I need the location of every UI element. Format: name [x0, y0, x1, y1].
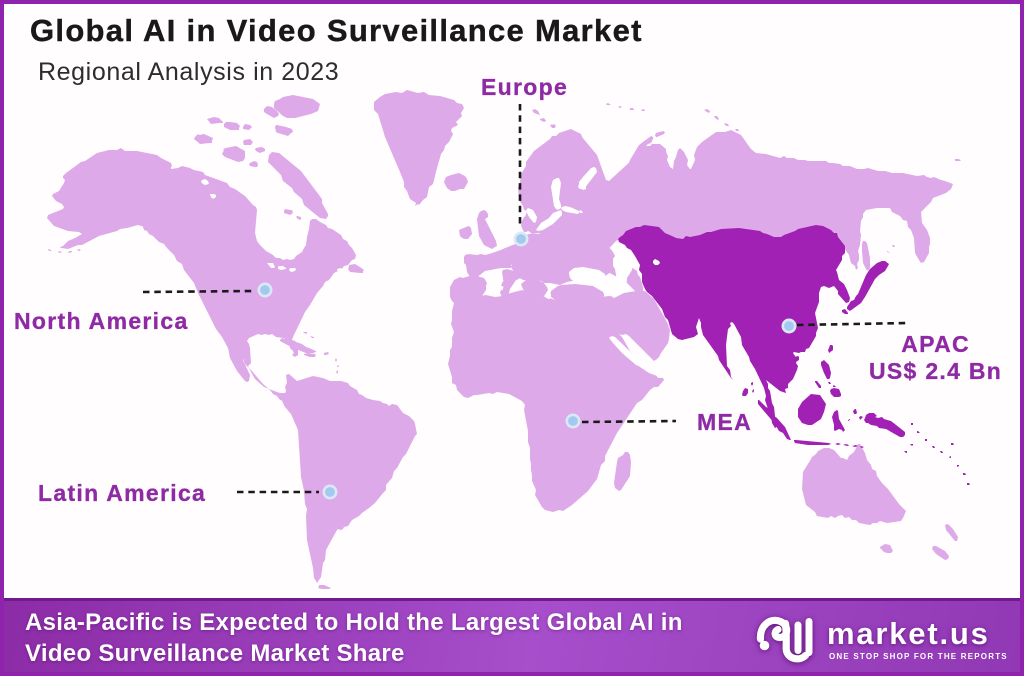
page-subtitle: Regional Analysis in 2023 — [38, 58, 340, 86]
mea-leader-line — [581, 419, 677, 424]
banner-caption-line2: Video Surveillance Market Share — [25, 640, 405, 667]
apac-label-text: APAC — [901, 331, 970, 357]
europe-label: Europe — [481, 74, 568, 101]
apac-value: US$ 2.4 Bn — [869, 358, 1003, 384]
mea-label: MEA — [697, 409, 752, 436]
logo-text: market.us — [827, 616, 990, 651]
mea-label-text: MEA — [697, 409, 753, 435]
banner-caption-line1: Asia-Pacific is Expected to Hold the Lar… — [25, 609, 683, 636]
page-title: Global AI in Video Surveillance Market — [30, 13, 643, 48]
europe-label-text: Europe — [481, 74, 569, 100]
mea-marker-dot[interactable] — [565, 413, 581, 429]
apac-marker-dot[interactable] — [781, 318, 797, 334]
banner-caption: Asia-Pacific is Expected to Hold the Lar… — [25, 607, 683, 669]
north-america-leader-line — [142, 289, 255, 294]
latin-america-label-text: Latin America — [38, 480, 207, 506]
market-us-logo-icon — [756, 616, 813, 663]
europe-marker-dot[interactable] — [513, 231, 529, 247]
north-america-marker-dot[interactable] — [257, 282, 273, 298]
latin-america-label: Latin America — [38, 480, 206, 507]
latin-america-marker-dot[interactable] — [322, 484, 338, 500]
north-america-label: North America — [14, 308, 189, 335]
apac-label: APAC US$ 2.4 Bn — [869, 331, 1002, 385]
bottom-banner: Asia-Pacific is Expected to Hold the Lar… — [0, 598, 1024, 676]
logo-tagline: ONE STOP SHOP FOR THE REPORTS — [829, 652, 1008, 661]
header: Global AI in Video Surveillance Market R… — [30, 13, 643, 87]
north-america-label-text: North America — [14, 308, 189, 334]
apac-leader-line — [796, 321, 910, 327]
brand-logo[interactable]: market.us ONE STOP SHOP FOR THE REPORTS — [752, 607, 1007, 669]
